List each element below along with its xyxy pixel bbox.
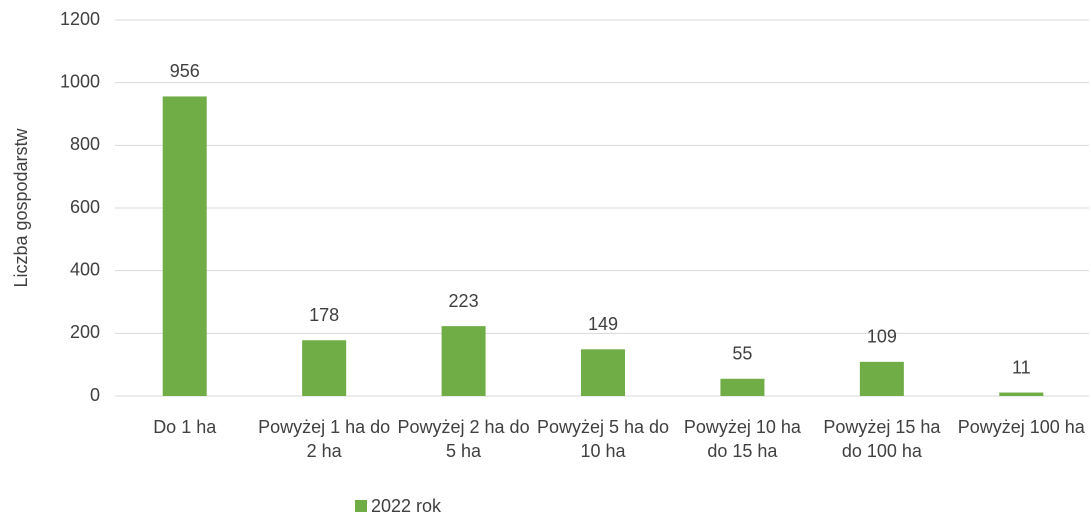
bar bbox=[302, 340, 347, 396]
bar bbox=[859, 361, 904, 396]
y-tick-label: 200 bbox=[70, 322, 100, 342]
data-label: 178 bbox=[309, 305, 339, 325]
y-tick-label: 1200 bbox=[60, 9, 100, 29]
y-tick-label: 800 bbox=[70, 134, 100, 154]
data-label: 223 bbox=[449, 291, 479, 311]
data-label: 55 bbox=[732, 344, 752, 364]
y-tick-label: 400 bbox=[70, 259, 100, 279]
y-tick-label: 600 bbox=[70, 197, 100, 217]
x-tick-label: Do 1 ha bbox=[153, 417, 217, 437]
bar bbox=[999, 392, 1044, 396]
data-label: 11 bbox=[1012, 357, 1031, 377]
x-tick-label: Powyżej 1 ha do 2 ha bbox=[258, 417, 391, 461]
bar bbox=[720, 378, 765, 396]
data-label: 956 bbox=[170, 61, 200, 81]
data-label: 109 bbox=[867, 327, 897, 347]
y-axis-label: Liczba gospodarstw bbox=[11, 127, 31, 287]
legend-label: 2022 rok bbox=[371, 496, 442, 516]
bar bbox=[441, 326, 486, 396]
bar bbox=[162, 96, 207, 396]
data-label: 149 bbox=[588, 314, 618, 334]
y-tick-label: 1000 bbox=[60, 71, 100, 91]
x-tick-label: Powyżej 100 ha bbox=[957, 417, 1085, 437]
x-tick-label: Powyżej 5 ha do 10 ha bbox=[536, 417, 670, 461]
bar bbox=[581, 349, 625, 396]
x-tick-label: Powyżej 2 ha do 5 ha bbox=[397, 417, 530, 461]
legend-swatch bbox=[355, 500, 367, 512]
x-tick-label: Powyżej 10 ha do 15 ha bbox=[683, 417, 801, 461]
x-tick-label: Powyżej 15 ha do 100 ha bbox=[823, 417, 941, 461]
y-tick-label: 0 bbox=[90, 385, 100, 405]
